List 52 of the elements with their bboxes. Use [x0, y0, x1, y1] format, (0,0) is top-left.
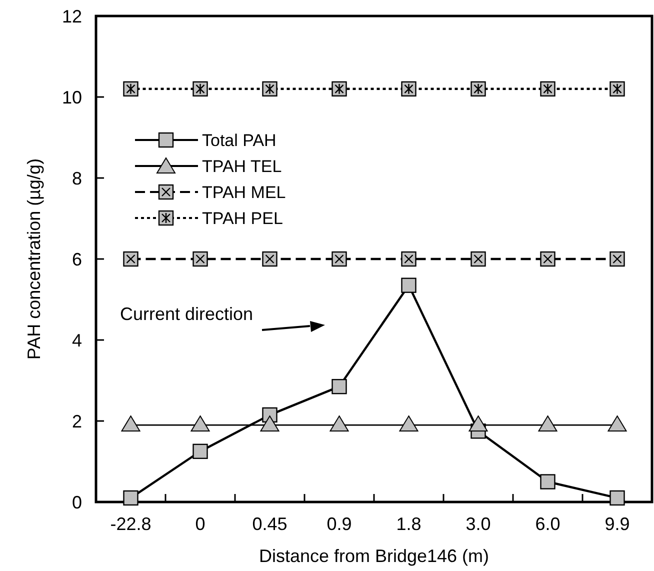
- x-tick-label: 0.9: [326, 514, 352, 534]
- point: [610, 251, 625, 267]
- point: [470, 81, 486, 96]
- point: [330, 416, 349, 432]
- y-axis-title: PAH concentration (µg/g): [24, 158, 44, 360]
- point: [262, 81, 278, 96]
- x-tick-label: 0.45: [252, 514, 288, 534]
- point: [332, 251, 347, 267]
- point: [401, 81, 416, 96]
- point: [610, 490, 625, 506]
- legend-label: Total PAH: [202, 130, 276, 150]
- x-tick-label: 1.8: [396, 514, 422, 534]
- point: [121, 416, 140, 432]
- point: [192, 444, 208, 459]
- y-tick-label: 6: [72, 249, 82, 270]
- y-tick-label: 2: [72, 411, 82, 432]
- y-tick-label: 12: [62, 6, 82, 26]
- point: [192, 251, 208, 267]
- y-tick-label: 8: [72, 168, 82, 188]
- x-tick-label: 3.0: [466, 514, 491, 534]
- x-tick-label: 0: [195, 514, 206, 534]
- legend-label: TPAH PEL: [202, 208, 283, 228]
- point: [123, 251, 138, 267]
- point: [332, 378, 347, 394]
- point: [540, 251, 556, 267]
- point: [470, 251, 486, 267]
- legend-label: TPAH TEL: [202, 156, 282, 176]
- point: [540, 81, 556, 96]
- point: [468, 416, 488, 432]
- point: [538, 416, 558, 432]
- point: [540, 474, 556, 490]
- y-tick-label: 10: [62, 87, 82, 108]
- point: [401, 251, 416, 267]
- point: [123, 490, 138, 506]
- x-tick-label: 6.0: [535, 514, 560, 534]
- point: [608, 416, 627, 432]
- y-tick-label: 0: [72, 492, 82, 512]
- y-tick-label: 4: [72, 330, 82, 350]
- x-axis-title: Distance from Bridge146 (m): [258, 546, 490, 566]
- point: [399, 416, 418, 432]
- point: [192, 81, 208, 96]
- point: [262, 251, 278, 267]
- legend-label: TPAH MEL: [202, 182, 286, 202]
- point: [190, 416, 210, 432]
- point: [610, 81, 625, 96]
- x-tick-label: 9.9: [604, 514, 630, 534]
- point: [123, 81, 138, 96]
- annotation: Current direction: [120, 304, 254, 324]
- point: [332, 81, 347, 96]
- x-tick-label: -22.8: [110, 514, 152, 534]
- point: [401, 278, 416, 293]
- point: [260, 416, 280, 432]
